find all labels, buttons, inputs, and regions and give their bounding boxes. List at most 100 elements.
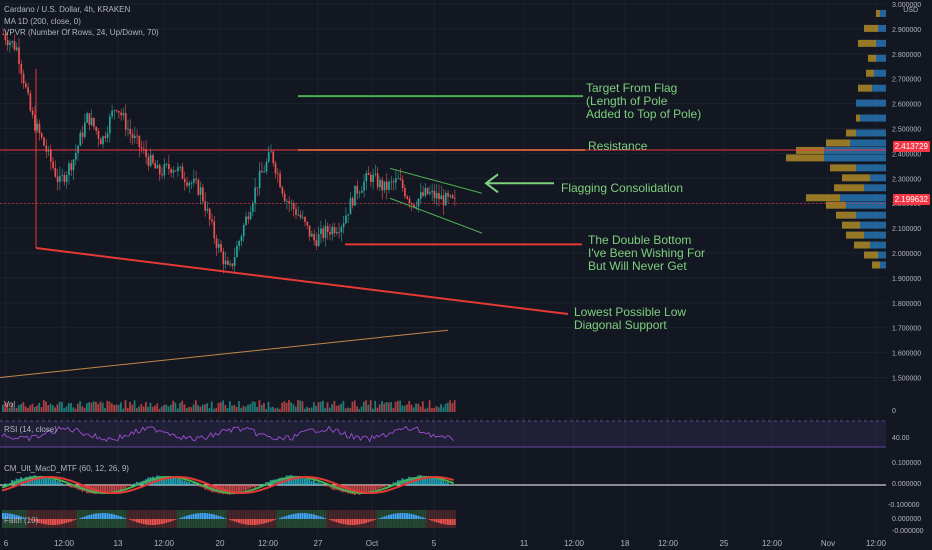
candle-body	[422, 192, 424, 196]
macd-histogram-bar	[365, 485, 368, 494]
macd-histogram-bar	[253, 485, 256, 488]
faith-bar	[242, 519, 245, 525]
faith-bar	[95, 513, 97, 519]
candle-body	[61, 175, 63, 176]
faith-bar	[408, 513, 411, 519]
candle-body	[252, 203, 254, 212]
faith-bar	[396, 513, 399, 519]
macd-histogram-bar	[376, 485, 379, 490]
ma-legend[interactable]: MA 1D (200, close, 0)	[4, 17, 81, 26]
volume-bar	[306, 406, 308, 412]
candle-body	[206, 208, 209, 211]
candle-body	[390, 181, 393, 183]
faith-bar	[333, 519, 336, 522]
faith-bar	[97, 513, 100, 519]
candle-body	[74, 152, 77, 160]
faith-label[interactable]: Faith (10)	[4, 516, 39, 525]
volume-bar	[360, 406, 363, 412]
volume-bar	[433, 407, 436, 412]
macd-histogram-bar	[249, 485, 252, 489]
faith-bar	[392, 513, 395, 519]
volume-bar	[97, 403, 100, 412]
candle-body	[70, 163, 73, 171]
candle-body	[79, 132, 82, 146]
vpvr-legend[interactable]: VPVR (Number Of Rows, 24, Up/Down, 70)	[4, 28, 159, 37]
volume-bar	[408, 400, 411, 412]
volume-bar	[312, 402, 315, 412]
candle-body	[220, 244, 222, 252]
faith-bar	[206, 513, 209, 519]
candle-body	[261, 170, 263, 173]
candle-body	[335, 231, 338, 234]
x-tick-label: 18	[621, 539, 630, 548]
x-tick-label: Oct	[366, 539, 379, 548]
volume-bar	[101, 402, 104, 412]
macd-histogram-bar	[263, 483, 265, 485]
volume-bar	[449, 400, 451, 412]
macd-histogram-bar	[378, 485, 381, 489]
macd-histogram-bar	[213, 485, 215, 493]
volume-bar	[399, 400, 402, 412]
volume-bar	[281, 402, 283, 412]
candle-body	[204, 201, 206, 211]
volume-bar	[394, 401, 397, 412]
volume-bar	[51, 405, 54, 412]
candle-body	[36, 123, 39, 131]
volume-bar	[11, 402, 13, 412]
candle-body	[170, 169, 172, 173]
faith-bar	[453, 519, 456, 525]
faith-bar	[90, 514, 93, 519]
volume-bar	[226, 408, 229, 412]
volume-bar	[67, 403, 70, 412]
vp-down-bar	[854, 241, 870, 249]
candle-body	[102, 136, 104, 145]
volume-bar	[403, 405, 406, 412]
vp-down-bar	[842, 221, 860, 229]
rsi-label[interactable]: RSI (14, close)	[4, 425, 57, 434]
faith-bar	[33, 519, 36, 522]
candle-body	[133, 135, 136, 139]
faith-bar	[290, 514, 293, 519]
candle-body	[199, 187, 202, 195]
macd-histogram-bar	[160, 476, 163, 485]
faith-axis-tick: 0.000000	[892, 516, 922, 523]
candle-body	[27, 87, 29, 94]
vp-down-bar	[876, 9, 880, 17]
vp-up-bar	[870, 241, 886, 249]
x-tick-label: 12:00	[564, 539, 585, 548]
macd-histogram-bar	[117, 485, 120, 490]
candle-body	[38, 123, 41, 134]
volume-bar	[231, 405, 234, 412]
chart-title[interactable]: Cardano / U.S. Dollar, 4h, KRAKEN	[4, 5, 131, 14]
candle-body	[211, 219, 213, 222]
volume-bar	[319, 401, 322, 412]
candle-body	[415, 206, 418, 208]
volume-bar	[342, 400, 345, 412]
volume-bar	[183, 404, 186, 412]
macd-line	[1, 476, 455, 494]
macd-histogram-bar	[331, 485, 334, 490]
candle-body	[145, 149, 147, 157]
faith-bar	[138, 519, 141, 523]
volume-bar	[197, 405, 199, 412]
vol-label[interactable]: Vol	[4, 400, 16, 409]
volume-bar	[453, 400, 456, 412]
faith-bar	[172, 519, 175, 521]
macd-histogram-bar	[6, 483, 9, 485]
faith-bar	[433, 519, 436, 522]
faith-bar	[322, 517, 324, 519]
volume-bar	[194, 400, 197, 412]
volume-bar	[238, 401, 240, 412]
volume-bar	[249, 403, 252, 412]
macd-histogram-bar	[392, 482, 395, 485]
faith-bar	[238, 519, 240, 523]
macd-label[interactable]: CM_Ult_MacD_MTF (60, 12, 26, 9)	[4, 464, 129, 473]
faith-bar	[351, 519, 354, 525]
volume-bar	[224, 405, 227, 412]
volume-bar	[140, 404, 143, 412]
candle-body	[297, 214, 300, 216]
volume-bar	[142, 406, 145, 412]
faith-axis-tick: -0.000000	[892, 528, 924, 535]
volume-bar	[229, 401, 231, 412]
